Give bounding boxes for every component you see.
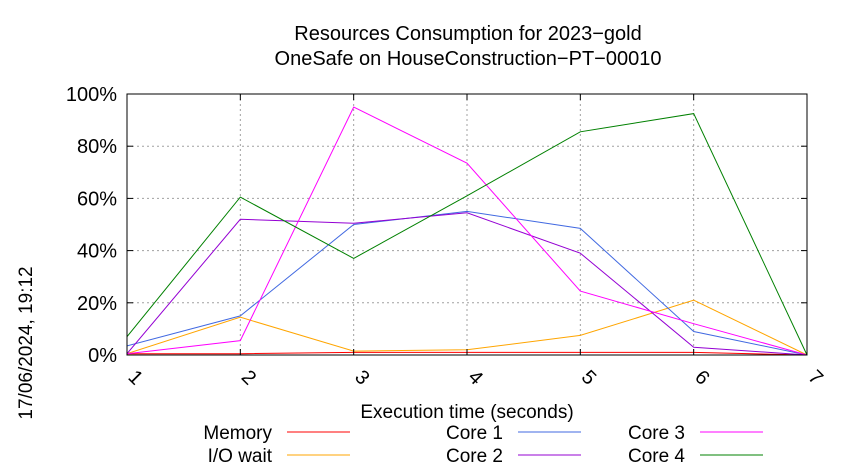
timestamp: 17/06/2024, 19:12 bbox=[16, 266, 37, 419]
x-axis-label: Execution time (seconds) bbox=[360, 402, 573, 423]
legend-label: I/O wait bbox=[208, 446, 273, 467]
series-line-core-1 bbox=[126, 210, 808, 356]
y-tick-label: 100% bbox=[66, 84, 117, 106]
grid bbox=[127, 94, 807, 355]
legend-label: Core 4 bbox=[628, 446, 685, 467]
legend-label: Memory bbox=[203, 423, 272, 444]
chart-title-line-1: Resources Consumption for 2023−gold bbox=[294, 23, 641, 45]
y-axis-ticks: 0% 20% 40% 60% 80% 100% bbox=[66, 84, 807, 367]
x-tick-label: 6 bbox=[690, 366, 713, 389]
series-line-core-4 bbox=[126, 113, 808, 356]
x-tick-label: 7 bbox=[804, 366, 827, 389]
x-axis-ticks: 1 2 3 4 5 6 7 bbox=[124, 94, 827, 389]
x-tick-label: 2 bbox=[237, 366, 260, 389]
y-tick-label: 40% bbox=[77, 241, 117, 263]
y-tick-label: 80% bbox=[77, 136, 117, 158]
series-line-i-o-wait bbox=[126, 299, 808, 356]
x-tick-label: 5 bbox=[577, 366, 600, 389]
x-tick-label: 3 bbox=[350, 366, 373, 389]
legend-label: Core 1 bbox=[446, 423, 503, 444]
chart-title-line-2: OneSafe on HouseConstruction−PT−00010 bbox=[275, 48, 662, 70]
chart-title: Resources Consumption for 2023−gold OneS… bbox=[275, 23, 662, 70]
y-tick-label: 0% bbox=[88, 345, 117, 367]
legend-label: Core 2 bbox=[446, 446, 503, 467]
y-tick-label: 20% bbox=[77, 293, 117, 315]
y-tick-label: 60% bbox=[77, 188, 117, 210]
series-line-core-2 bbox=[126, 212, 808, 356]
legend-label: Core 3 bbox=[628, 423, 685, 444]
x-tick-label: 1 bbox=[124, 366, 147, 389]
x-tick-label: 4 bbox=[464, 366, 487, 389]
series-line-core-3 bbox=[126, 106, 808, 356]
